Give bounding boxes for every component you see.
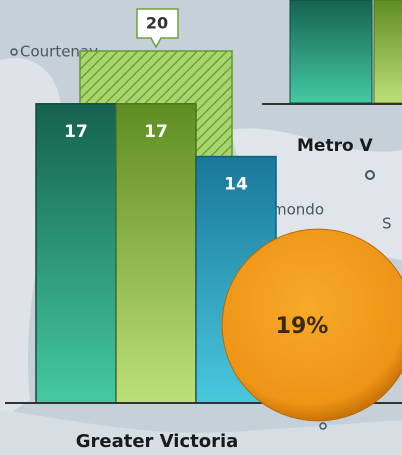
map-dot [319,422,327,430]
bars: 20 17 17 14 [35,8,277,404]
reference-label: 20 [146,14,168,33]
map-dot [10,48,18,56]
callout [136,8,179,49]
chart-title: Greater Victoria [76,431,239,452]
bar [115,103,197,404]
map-label: Courtenay [20,43,98,61]
percent-label: 19% [276,314,329,339]
map-label: mondo [272,201,324,219]
bar [35,103,117,404]
value-label: 17 [144,122,168,142]
value-label: 17 [64,122,88,142]
neighbor-label: Metro V [297,136,374,156]
map-dot [365,170,375,180]
neighbor-bar [373,0,402,104]
neighbor-bar [289,0,373,104]
percent-bubble [221,228,402,422]
map-label: S [382,215,392,233]
map-land [0,410,402,455]
value-label: 14 [224,175,248,195]
